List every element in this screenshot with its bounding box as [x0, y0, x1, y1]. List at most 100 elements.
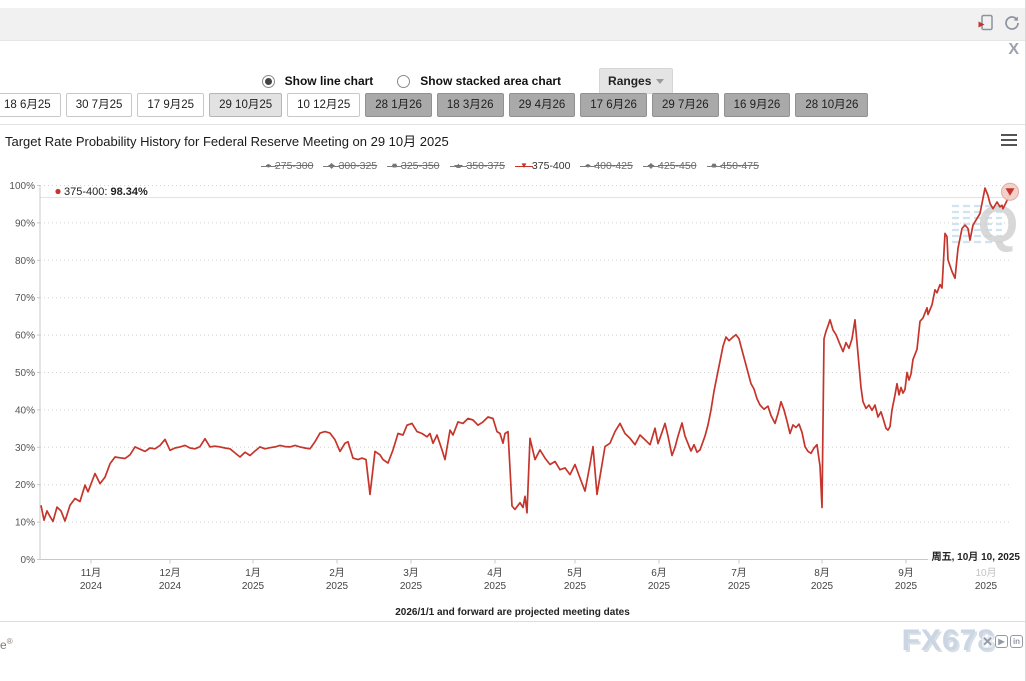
radio-stacked-area-chart[interactable]: [397, 74, 411, 88]
divider: [0, 124, 1025, 125]
x-axis-label-year: 2025: [811, 581, 834, 592]
x-axis-label-month: 12月: [159, 567, 180, 579]
x-axis-label-month: 8月: [814, 567, 830, 579]
x-axis-label-year: 2025: [975, 581, 998, 592]
y-axis-label: 30%: [15, 443, 35, 454]
date-tooltip-bg: [928, 548, 1024, 564]
x-axis-label-month: 4月: [487, 567, 503, 579]
date-tooltip: 周五, 10月 10, 2025: [932, 551, 1021, 563]
diamond-icon: ◆: [323, 161, 340, 170]
x-axis-label-year: 2025: [484, 581, 507, 592]
square-icon: ■: [387, 161, 402, 170]
diamond-icon: ◆: [642, 161, 660, 170]
meeting-tab[interactable]: 10 12月25: [287, 93, 361, 117]
legend-label: 375-400: [531, 160, 571, 172]
q-watermark: Q: [978, 196, 1018, 254]
x-axis-label-month: 6月: [651, 567, 667, 579]
projected-dates-footnote: 2026/1/1 and forward are projected meeti…: [395, 607, 630, 618]
refresh-icon[interactable]: [1003, 14, 1021, 32]
meeting-tab[interactable]: 17 6月26: [580, 93, 647, 117]
social-icons: ✕ ▶ in: [982, 633, 1023, 649]
x-axis-label-year: 2024: [80, 581, 103, 592]
meeting-tab[interactable]: 18 6月25: [0, 93, 61, 117]
meeting-tab[interactable]: 29 4月26: [508, 93, 576, 117]
meeting-tab[interactable]: 16 9月26: [723, 93, 791, 117]
radio-line-chart-label[interactable]: Show line chart: [284, 74, 374, 88]
legend-item-375-400[interactable]: ▼ 375-400: [515, 160, 571, 172]
y-axis-label: 40%: [15, 405, 35, 416]
y-axis-label: 70%: [15, 293, 35, 304]
legend-item-400-425[interactable]: ● 400-425: [580, 160, 633, 172]
y-axis-label: 20%: [15, 480, 35, 491]
triangle-down-icon: [1005, 188, 1015, 196]
fx678-watermark: FX678: [901, 624, 995, 657]
legend-label: 450-475: [720, 160, 759, 172]
legend-label: 400-425: [594, 160, 633, 172]
legend-label: 300-325: [338, 160, 378, 172]
chevron-down-icon: [656, 78, 665, 84]
video-icon[interactable]: ▶: [995, 635, 1008, 648]
legend-item-450-475[interactable]: ■ 450-475: [706, 160, 759, 172]
y-axis-label: 50%: [15, 368, 35, 379]
meeting-tab[interactable]: 28 10月26: [795, 93, 869, 117]
x-axis-label-year: 2025: [326, 581, 349, 592]
legend-item-275-300[interactable]: ● 275-300: [261, 160, 314, 172]
legend-item-300-325[interactable]: ◆ 300-325: [323, 160, 378, 172]
x-axis-label-month: 10月: [975, 567, 996, 579]
circle-icon: ●: [580, 161, 596, 170]
legend-item-325-350[interactable]: ■ 325-350: [387, 160, 440, 172]
legend-item-425-450[interactable]: ◆ 425-450: [642, 160, 697, 172]
x-axis-label-year: 2025: [400, 581, 423, 592]
export-icon[interactable]: [977, 14, 995, 32]
ranges-dropdown-label: Ranges: [608, 74, 652, 88]
x-axis-label-month: 7月: [731, 567, 747, 579]
series-375-400-line: [40, 187, 1011, 523]
legend-item-350-375[interactable]: ▲ 350-375: [449, 160, 505, 172]
radio-line-chart[interactable]: [261, 74, 275, 88]
meeting-tab[interactable]: 29 10月25: [209, 93, 283, 117]
x-axis-label-month: 3月: [403, 567, 419, 579]
square-icon: ■: [706, 161, 722, 170]
legend-label: 350-375: [466, 160, 505, 172]
y-axis-label: 0%: [21, 555, 36, 566]
meeting-tab[interactable]: 17 9月25: [137, 93, 205, 117]
x-axis-label-year: 2025: [895, 581, 918, 592]
triangle-up-icon: ▲: [449, 161, 468, 170]
legend-label: 325-350: [400, 160, 440, 172]
partial-source-logo: e®: [0, 637, 13, 652]
top-toolbar: [0, 8, 1025, 41]
y-axis-label: 100%: [9, 181, 35, 192]
chart-legend: ● 275-300 ◆ 300-325 ■ 325-350 ▲ 350-375 ▼ 375-400…: [0, 160, 1025, 172]
triangle-down-icon: ▼: [515, 161, 533, 170]
chart-title: Target Rate Probability History for Fede…: [5, 134, 449, 149]
legend-label: 425-450: [658, 160, 697, 172]
meeting-tab[interactable]: 30 7月25: [65, 93, 133, 117]
divider: [0, 621, 1025, 622]
meeting-tab[interactable]: 18 3月26: [436, 93, 504, 117]
x-axis-label-month: 5月: [567, 567, 583, 579]
x-axis-label-month: 9月: [898, 567, 914, 579]
x-axis-label-month: 2月: [329, 567, 345, 579]
linkedin-icon[interactable]: in: [1010, 635, 1023, 648]
chart-menu-icon[interactable]: [1001, 134, 1017, 146]
y-axis-label: 80%: [15, 256, 35, 267]
x-axis-label-year: 2025: [564, 581, 587, 592]
x-axis-label-year: 2025: [242, 581, 265, 592]
x-icon[interactable]: ✕: [982, 633, 993, 649]
meeting-tab[interactable]: 29 7月26: [651, 93, 719, 117]
x-axis-label-year: 2025: [648, 581, 671, 592]
close-icon[interactable]: X: [1008, 41, 1019, 58]
radio-stacked-area-chart-label[interactable]: Show stacked area chart: [420, 74, 562, 88]
y-axis-label: 60%: [15, 331, 35, 342]
x-axis-label-year: 2025: [728, 581, 751, 592]
series-dot-icon: [55, 188, 61, 195]
circle-icon: ●: [261, 161, 276, 170]
y-axis-label: 90%: [15, 218, 35, 229]
legend-label: 275-300: [274, 160, 314, 172]
meeting-tab[interactable]: 28 1月26: [365, 93, 432, 117]
x-axis-label-month: 11月: [81, 567, 101, 579]
x-axis-label-year: 2024: [159, 581, 182, 592]
y-axis-label: 10%: [15, 518, 35, 529]
